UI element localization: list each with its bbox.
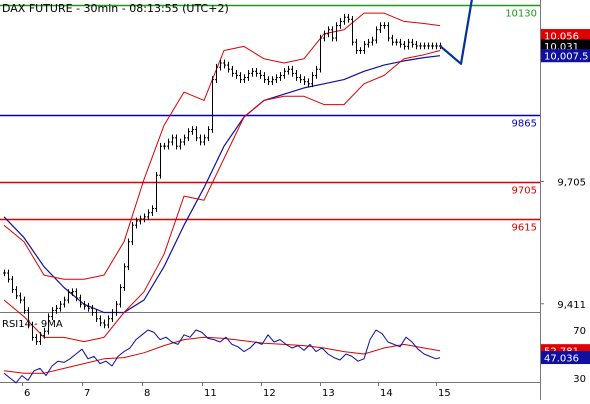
price-marker-1-box — [541, 39, 590, 53]
bollinger-upper-line — [3, 12, 441, 280]
x-tick-label-7: 7 — [84, 388, 90, 399]
level-label-9705: 9705 — [512, 186, 537, 197]
bollinger-lower-line — [3, 50, 441, 343]
moving-average-layer — [3, 55, 441, 314]
level-label-9615: 9615 — [512, 223, 537, 234]
x-tick-label-13: 13 — [322, 388, 335, 399]
rsi-tick-label-70: 70 — [573, 326, 586, 337]
x-tick-label-6: 6 — [24, 388, 30, 399]
level-label-9865: 9865 — [512, 119, 537, 130]
rsi-layer — [3, 329, 441, 384]
rsi-title: RSI14 - 9MA — [2, 319, 63, 330]
moving-average-line — [3, 55, 441, 314]
forecast-arrow-layer — [439, 0, 473, 65]
level-label-10130: 10130 — [505, 9, 537, 20]
rsi-tick-label-30: 30 — [573, 374, 586, 385]
bollinger-bands-layer — [3, 12, 441, 343]
price-marker-0-box — [541, 29, 590, 43]
x-tick-label-12: 12 — [263, 388, 276, 399]
forecast-arrow-line — [439, 0, 473, 65]
x-tick-label-14: 14 — [380, 388, 393, 399]
y-tick-label-9,705: 9,705 — [557, 178, 586, 189]
x-tick-label-15: 15 — [438, 388, 451, 399]
price-bars-layer — [3, 13, 442, 345]
x-tick-label-8: 8 — [144, 388, 150, 399]
rsi-marker-1-label: 47.036 — [544, 354, 579, 365]
x-tick-label-11: 11 — [204, 388, 217, 399]
rsi-marker-1-box — [541, 351, 590, 365]
y-tick-label-9,411: 9,411 — [557, 300, 586, 311]
price-marker-1-label: 10,031 — [544, 42, 579, 53]
price-marker-0-label: 10,056 — [544, 32, 579, 43]
price-marker-2-label: 10,007.5 — [544, 52, 589, 63]
horizontal-levels: 103401021010130986597059615 — [0, 4, 540, 234]
chart-title: DAX FUTURE - 30min - 08:13:55 (UTC+2) — [2, 2, 229, 15]
rsi-line — [3, 329, 441, 384]
price-marker-2-box — [541, 49, 590, 63]
